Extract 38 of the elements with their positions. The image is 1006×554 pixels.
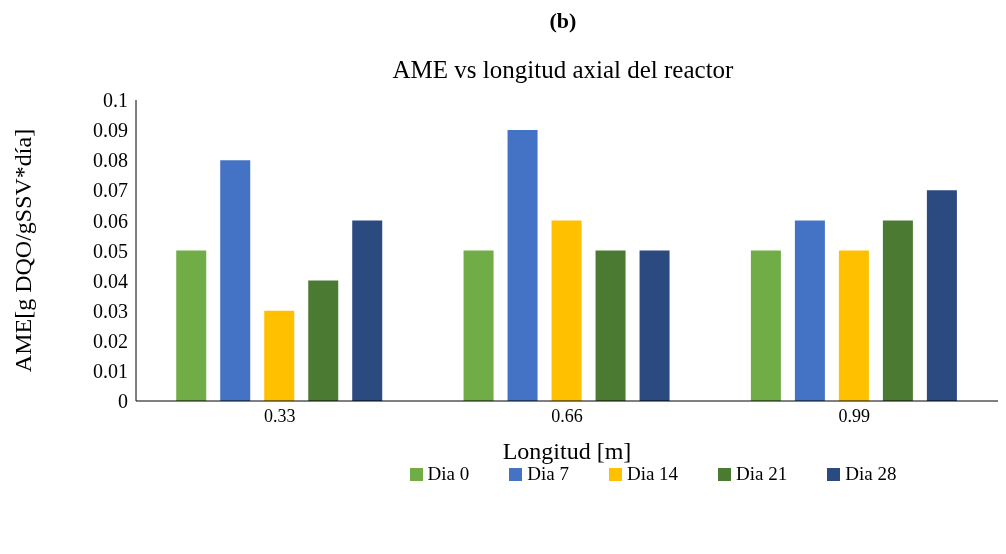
x-tick-label: 0.33 (263, 405, 296, 426)
bar (352, 220, 383, 401)
bar (750, 250, 781, 401)
bar (838, 250, 869, 401)
bar (551, 220, 582, 401)
bar (595, 250, 626, 401)
legend-label: Dia 28 (845, 463, 897, 485)
bar (220, 160, 251, 401)
y-tick-label: 0.04 (93, 269, 128, 292)
y-tick-label: 0.03 (93, 299, 128, 322)
chart-title: AME vs longitud axial del reactor (391, 56, 735, 84)
text: (b) (548, 8, 578, 34)
y-tick-label: 0.07 (93, 179, 128, 202)
bar (926, 190, 957, 401)
legend-label: Dia 7 (527, 463, 569, 485)
bar (507, 130, 538, 401)
y-tick-label: 0.05 (93, 239, 128, 262)
y-tick-label: 0.1 (103, 89, 128, 112)
bar (639, 250, 670, 401)
bar (176, 250, 207, 401)
legend-label: Dia 14 (626, 463, 679, 485)
x-tick-label: 0.99 (838, 405, 871, 426)
y-tick-label: 0.09 (93, 119, 128, 142)
y-tick-label: 0 (118, 390, 128, 413)
x-axis-title: Longitud [m] (502, 438, 632, 464)
y-tick-label: 0.02 (93, 329, 128, 352)
legend-label: Dia 21 (736, 463, 788, 485)
x-tick-label: 0.66 (551, 405, 583, 426)
y-tick-label: 0.01 (93, 360, 128, 382)
y-tick-label: 0.06 (93, 209, 128, 232)
bar (794, 220, 825, 401)
bar (882, 220, 913, 401)
y-axis-title: AME[g DQO/gSSV*día] (9, 128, 36, 373)
bar (463, 250, 494, 401)
y-tick-label: 0.08 (93, 149, 128, 172)
legend-label: Dia 0 (427, 463, 470, 485)
bar (308, 280, 339, 401)
bar (264, 310, 295, 401)
